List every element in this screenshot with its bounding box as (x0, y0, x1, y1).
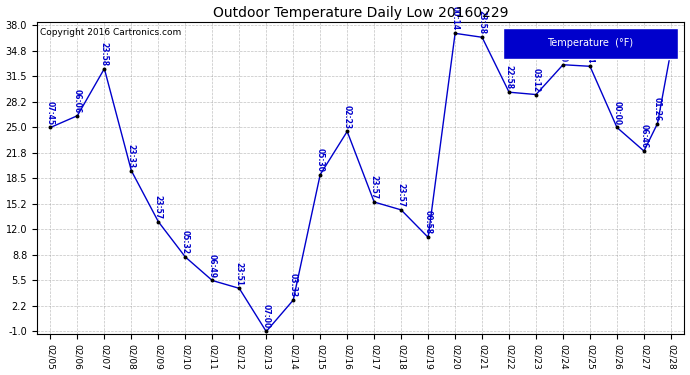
Text: 05:30: 05:30 (316, 148, 325, 172)
Point (368, 199, 380, 205)
Point (315, 172, 326, 178)
Point (207, 278, 218, 284)
Text: 06:49: 06:49 (208, 254, 217, 278)
Text: 07:45: 07:45 (46, 100, 55, 125)
Point (652, 121, 663, 127)
Point (504, 89, 515, 95)
Title: Outdoor Temperature Daily Low 20160229: Outdoor Temperature Daily Low 20160229 (213, 6, 509, 20)
Text: 23:58: 23:58 (100, 42, 109, 66)
Text: 02:23: 02:23 (343, 105, 352, 129)
Point (288, 297, 299, 303)
Text: 23:5: 23:5 (667, 29, 676, 48)
Text: 00:14: 00:14 (451, 6, 460, 31)
Point (611, 124, 622, 130)
Text: 23:33: 23:33 (127, 144, 136, 168)
Point (126, 168, 137, 174)
Point (261, 328, 272, 334)
Text: 23:57: 23:57 (397, 183, 406, 207)
Text: 06:06: 06:06 (73, 89, 82, 113)
Text: Temperature  (°F): Temperature (°F) (547, 38, 633, 48)
Text: 23:58: 23:58 (477, 10, 486, 34)
Point (180, 254, 191, 260)
Point (531, 92, 542, 98)
Point (152, 219, 164, 225)
Point (665, 48, 676, 54)
Text: 00:00: 00:00 (558, 38, 568, 62)
Point (584, 63, 595, 69)
Point (395, 207, 406, 213)
Text: 03:33: 03:33 (288, 273, 297, 297)
Point (450, 30, 461, 36)
Point (72, 113, 83, 119)
Point (477, 34, 488, 40)
Point (99, 66, 110, 72)
Text: Copyright 2016 Cartronics.com: Copyright 2016 Cartronics.com (40, 28, 181, 37)
Text: 23:57: 23:57 (154, 195, 163, 219)
Text: 22:58: 22:58 (504, 65, 513, 89)
Text: 23:44: 23:44 (586, 39, 595, 63)
Text: 06:46: 06:46 (640, 124, 649, 148)
Text: 05:32: 05:32 (181, 230, 190, 254)
Point (638, 148, 649, 154)
Text: 03:12: 03:12 (531, 68, 540, 92)
Point (342, 128, 353, 134)
Text: 01:26: 01:26 (653, 97, 662, 121)
FancyBboxPatch shape (503, 28, 678, 59)
Point (45, 124, 56, 130)
Text: 23:51: 23:51 (235, 262, 244, 286)
Text: 00:00: 00:00 (613, 100, 622, 125)
Point (558, 62, 569, 68)
Text: 23:57: 23:57 (370, 175, 379, 199)
Point (234, 285, 245, 291)
Text: 07:00: 07:00 (262, 304, 270, 329)
Point (422, 234, 433, 240)
Text: 00:58: 00:58 (424, 210, 433, 235)
